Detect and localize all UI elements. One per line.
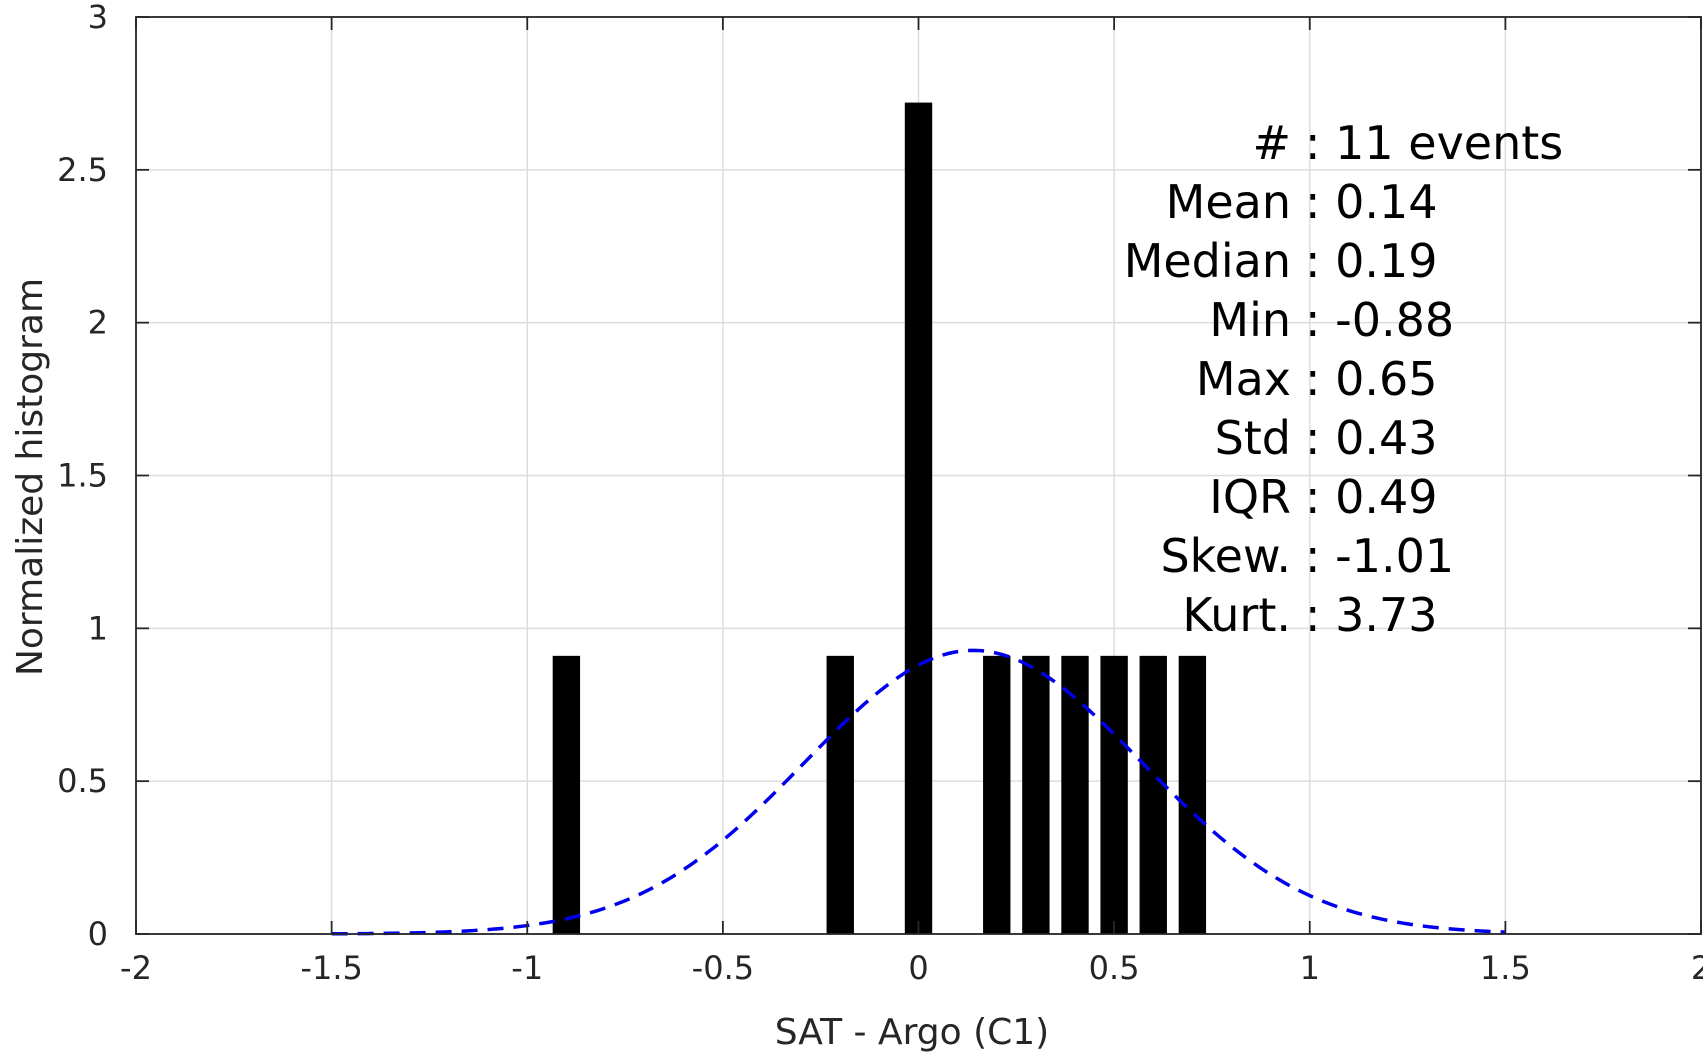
x-tick-label: -1.5 bbox=[300, 949, 362, 987]
y-tick-label: 3 bbox=[88, 0, 108, 36]
histogram-bar bbox=[1061, 655, 1089, 934]
stats-value: : 0.49 bbox=[1305, 470, 1438, 524]
y-tick-label: 1 bbox=[88, 609, 108, 647]
histogram-bar bbox=[826, 655, 854, 934]
stats-value: : 0.65 bbox=[1305, 352, 1438, 406]
stats-label: Min bbox=[1209, 293, 1291, 347]
axes-frame bbox=[135, 16, 1702, 935]
stats-label: Mean bbox=[1166, 175, 1291, 229]
x-tick-label: 0.5 bbox=[1089, 949, 1140, 987]
stats-value: : 0.14 bbox=[1305, 175, 1438, 229]
histogram-bar bbox=[1139, 655, 1167, 934]
x-axis-label: SAT - Argo (C1) bbox=[775, 1012, 1049, 1053]
histogram-bars bbox=[552, 102, 1207, 934]
histogram-bar bbox=[1022, 655, 1050, 934]
stats-label: Std bbox=[1215, 411, 1291, 465]
histogram-bar bbox=[983, 655, 1011, 934]
y-tick-label: 2 bbox=[88, 304, 108, 342]
x-tick-label: -1 bbox=[511, 949, 543, 987]
stats-label: Kurt. bbox=[1182, 588, 1291, 642]
stats-value: : 0.43 bbox=[1305, 411, 1438, 465]
histogram-bar bbox=[1178, 655, 1207, 934]
stats-label: Median bbox=[1124, 234, 1291, 288]
statistics-annotation: # : 11 events Mean : 0.14 Median : 0.19 Min : -… bbox=[1124, 116, 1564, 642]
x-tick-label: -2 bbox=[120, 949, 152, 987]
histogram-bar bbox=[552, 655, 581, 934]
y-tick-labels: 0 0.5 1 1.5 2 2.5 3 bbox=[57, 0, 108, 953]
stats-label: IQR bbox=[1209, 470, 1291, 524]
stats-label: Max bbox=[1196, 352, 1291, 406]
x-tick-label: 0 bbox=[908, 949, 928, 987]
y-tick-label: 0 bbox=[88, 915, 108, 953]
stats-label: # bbox=[1252, 116, 1291, 170]
x-tick-label: -0.5 bbox=[692, 949, 754, 987]
x-tick-label: 1.5 bbox=[1480, 949, 1531, 987]
y-tick-label: 1.5 bbox=[57, 457, 108, 495]
y-tick-label: 2.5 bbox=[57, 151, 108, 189]
y-axis-label: Normalized histogram bbox=[10, 278, 51, 676]
y-tick-label: 0.5 bbox=[57, 762, 108, 800]
x-tick-label: 1 bbox=[1300, 949, 1320, 987]
stats-value: : -1.01 bbox=[1305, 529, 1454, 583]
histogram-bar bbox=[1100, 655, 1128, 934]
stats-value: : -0.88 bbox=[1305, 293, 1454, 347]
x-tick-labels: -2 -1.5 -1 -0.5 0 0.5 1 1.5 2 bbox=[120, 949, 1703, 987]
stats-value: : 11 events bbox=[1305, 116, 1563, 170]
stats-value: : 0.19 bbox=[1305, 234, 1438, 288]
stats-value: : 3.73 bbox=[1305, 588, 1438, 642]
histogram-bar bbox=[904, 102, 933, 934]
stats-label: Skew. bbox=[1160, 529, 1291, 583]
x-tick-label: 2 bbox=[1691, 949, 1703, 987]
